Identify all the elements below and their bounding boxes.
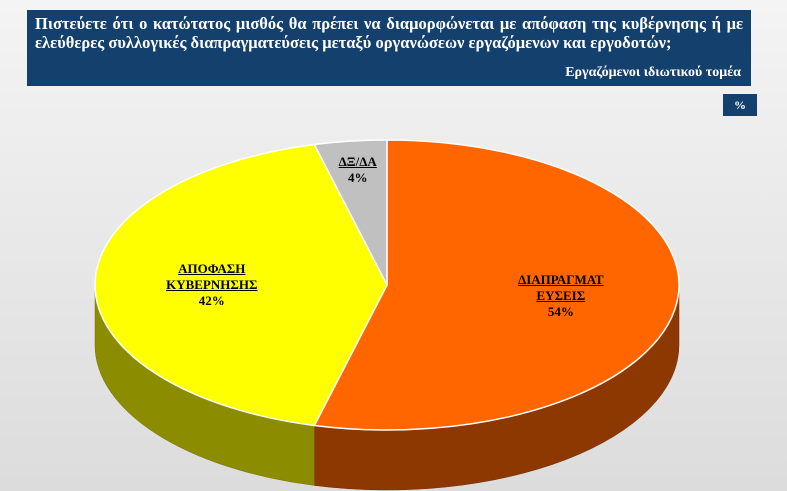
slice-top — [313, 139, 680, 431]
value-label: 4% — [347, 169, 368, 185]
slice-top — [94, 143, 388, 427]
slice — [313, 139, 388, 286]
slice-top — [313, 139, 388, 286]
chart-subtitle: Εργαζόμενοι ιδιωτικού τομέα — [565, 65, 741, 80]
slice — [94, 143, 388, 486]
title-bar: Πιστεύετε ότι ο κατώτατος μισθός θα πρέπ… — [27, 10, 751, 86]
slice-label: ΑΠΟΦΑΣΗ ΚΥΒΕΡΝΗΣΗΣ 42% — [152, 261, 272, 309]
category-label: ΑΠΟΦΑΣΗ ΚΥΒΕΡΝΗΣΗΣ — [166, 261, 258, 292]
category-label: ΔΞ/ΔΑ — [338, 153, 377, 169]
slice-label: ΔΙΑΠΡΑΓΜΑΤΕΥΣΕΙΣ 54% — [515, 272, 607, 320]
value-label: 54% — [547, 303, 574, 319]
value-label: 42% — [198, 293, 225, 308]
category-label: ΔΙΑΠΡΑΓΜΑΤΕΥΣΕΙΣ — [518, 271, 604, 303]
unit-box: % — [723, 94, 757, 116]
chart-title: Πιστεύετε ότι ο κατώτατος μισθός θα πρέπ… — [35, 14, 743, 52]
slice-label: ΔΞ/ΔΑ 4% — [312, 154, 404, 186]
